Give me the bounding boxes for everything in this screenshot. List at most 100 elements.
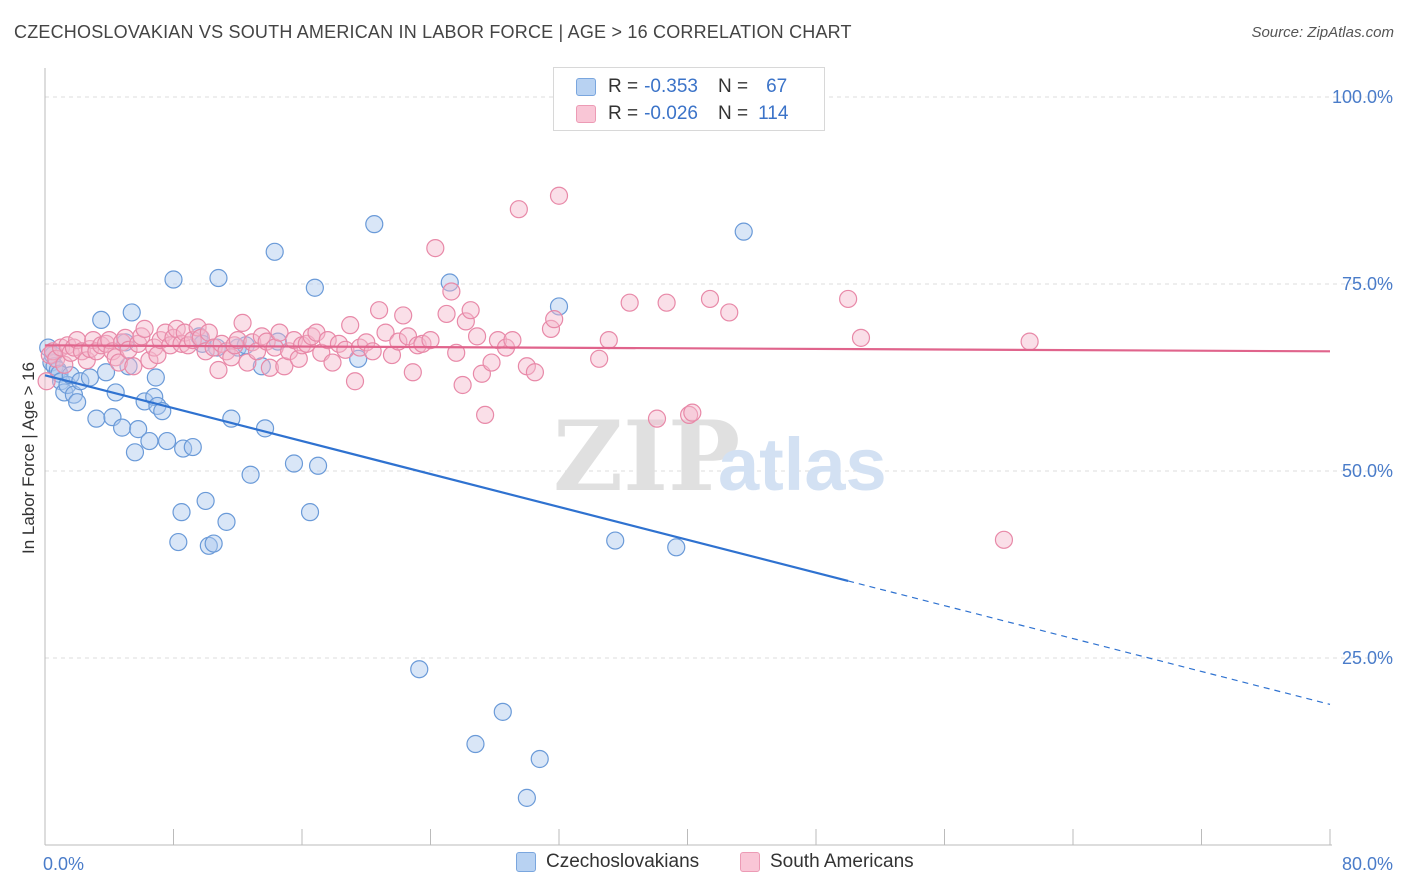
point-czechoslovakian: [493, 702, 512, 721]
point-south-american: [135, 319, 154, 338]
point-south-american: [647, 409, 667, 428]
legend-r-value: -0.026: [644, 103, 698, 124]
point-south-american: [599, 331, 618, 350]
y-tick-label: 50.0%: [1342, 461, 1393, 481]
point-south-american: [683, 403, 702, 422]
point-south-american: [341, 316, 360, 335]
point-south-american: [260, 358, 279, 377]
point-czechoslovakian: [349, 349, 368, 368]
point-czechoslovakian: [80, 368, 100, 387]
axes: [44, 68, 1332, 846]
legend-n-value: 114: [758, 103, 789, 124]
point-czechoslovakian: [606, 531, 625, 550]
point-south-american: [336, 340, 355, 359]
point-czechoslovakian: [183, 437, 202, 457]
point-czechoslovakian: [667, 538, 686, 557]
point-south-american: [467, 327, 487, 346]
legend-row-czechoslovakians: R = -0.353 N = 67: [576, 75, 787, 99]
point-czechoslovakian: [305, 278, 324, 297]
trend-line-south-americans: [44, 344, 1331, 353]
axis-labels: 25.0% 50.0% 75.0% 100.0% 0.0% 80.0% In Labor F…: [19, 87, 1393, 874]
point-czechoslovakian: [172, 503, 191, 522]
point-south-american: [376, 323, 395, 342]
point-south-american: [252, 327, 271, 346]
point-south-american: [657, 293, 676, 312]
point-czechoslovakian: [129, 420, 148, 439]
legend-label: South Americans: [770, 851, 914, 872]
point-czechoslovakian: [140, 431, 159, 451]
point-south-american: [228, 331, 247, 350]
point-czechoslovakian: [146, 368, 165, 387]
legend-n-value: 67: [766, 76, 788, 97]
point-czechoslovakian: [112, 418, 132, 437]
watermark-atlas: atlas: [718, 423, 887, 506]
point-south-american: [720, 303, 739, 322]
point-czechoslovakian: [125, 443, 145, 462]
point-south-american: [545, 310, 564, 329]
point-south-american: [87, 342, 106, 361]
point-south-american: [680, 405, 699, 424]
trend-lines: [44, 344, 1331, 705]
legend-item-south-americans: South Americans: [740, 851, 914, 873]
y-tick-label: 25.0%: [1342, 648, 1393, 668]
point-south-american: [590, 349, 609, 368]
point-czechoslovakian: [68, 393, 87, 412]
legend-stats: R = -0.353 N = 67 R = -0.026 N = 114: [553, 67, 825, 131]
point-czechoslovakian: [61, 366, 80, 385]
point-south-american: [323, 353, 342, 372]
point-czechoslovakian: [196, 491, 215, 511]
point-south-american: [442, 282, 461, 301]
trend-line-czechoslovakians: [44, 374, 849, 583]
point-south-american: [289, 349, 308, 368]
point-czechoslovakian: [204, 534, 223, 553]
point-czechoslovakian: [255, 419, 275, 438]
point-south-american: [394, 306, 413, 325]
point-south-american: [851, 328, 871, 347]
legend-swatch-pink: [740, 852, 760, 872]
point-south-american: [503, 331, 522, 350]
point-south-american: [839, 289, 858, 309]
legend-swatch-pink: [576, 105, 596, 123]
legend-n-label: N =: [717, 103, 749, 124]
point-czechoslovakian: [87, 409, 106, 428]
point-south-american: [318, 331, 337, 350]
point-south-american: [68, 331, 87, 350]
point-czechoslovakian: [466, 734, 485, 754]
x-tick-label-max: 80.0%: [1342, 854, 1393, 874]
point-czechoslovakian: [734, 222, 753, 241]
trend-line-czechoslovakians-extension: [847, 580, 1331, 705]
point-czechoslovakian: [217, 512, 236, 531]
point-czechoslovakian: [164, 270, 183, 289]
chart-source: Source: ZipAtlas.com: [1251, 24, 1394, 41]
watermark-zip: ZIP: [553, 400, 740, 513]
legend-item-czechoslovakians: Czechoslovakians: [516, 851, 699, 873]
point-south-american: [437, 304, 456, 324]
point-czechoslovakian: [410, 660, 429, 679]
legend-swatch-blue: [576, 78, 596, 96]
point-south-american: [403, 363, 422, 382]
point-south-american: [461, 301, 480, 320]
point-south-american: [447, 343, 466, 362]
series-south-americans: [37, 186, 1039, 549]
legend-r-label: R =: [608, 76, 639, 97]
point-czechoslovakian: [169, 532, 188, 552]
legend-swatch-blue: [516, 852, 536, 872]
point-south-american: [370, 301, 389, 320]
legend-row-south-americans: R = -0.026 N = 114: [576, 102, 788, 126]
legend-series: Czechoslovakians South Americans: [0, 851, 1406, 877]
point-czechoslovakian: [174, 439, 193, 458]
point-south-american: [124, 357, 143, 376]
point-south-american: [426, 238, 445, 258]
point-south-american: [270, 323, 289, 342]
point-south-american: [456, 312, 475, 331]
point-south-american: [476, 405, 495, 424]
x-tick-label-min: 0.0%: [43, 854, 84, 874]
point-south-american: [363, 342, 382, 361]
point-south-american: [509, 200, 528, 219]
point-south-american: [620, 293, 639, 312]
grid-lines: [45, 96, 1392, 659]
point-czechoslovakian: [308, 456, 328, 475]
point-south-american: [541, 319, 561, 338]
point-south-american: [421, 331, 440, 350]
